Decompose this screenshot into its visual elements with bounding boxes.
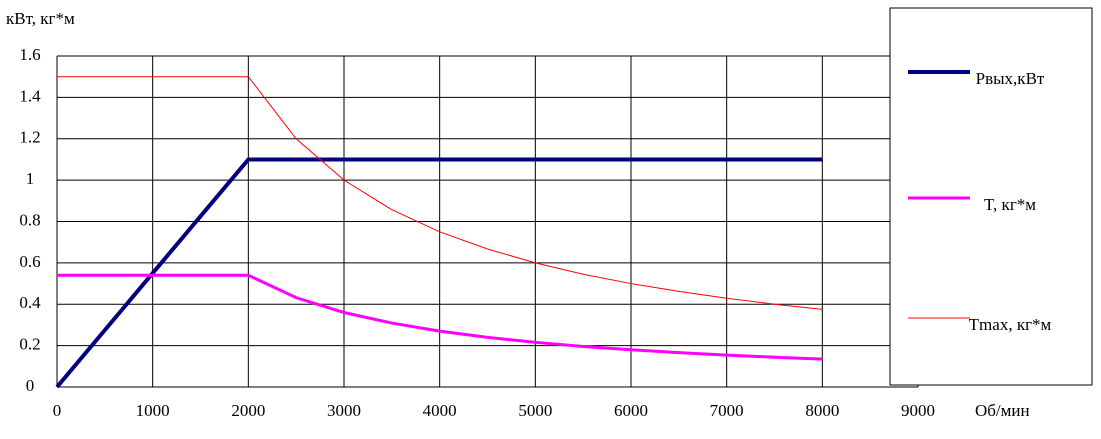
x-tick-label: 7000: [710, 401, 744, 420]
legend-label: T, кг*м: [984, 195, 1036, 214]
y-axis-label: кВт, кг*м: [6, 9, 75, 28]
y-tick-label: 0: [26, 376, 35, 395]
x-tick-label: 1000: [136, 401, 170, 420]
x-tick-label: 5000: [518, 401, 552, 420]
series-line: [57, 76, 823, 310]
y-tick-label: 1.4: [19, 86, 41, 105]
legend-label: Tmax, кг*м: [969, 315, 1052, 334]
x-tick-label: 6000: [614, 401, 648, 420]
y-tick-label: 1: [26, 169, 35, 188]
y-tick-label: 0.8: [19, 210, 40, 229]
x-tick-label: 0: [53, 401, 62, 420]
x-tick-label: 8000: [805, 401, 839, 420]
y-tick-label: 0.2: [19, 335, 40, 354]
y-tick-label: 1.6: [19, 45, 40, 64]
x-tick-label: 3000: [327, 401, 361, 420]
series-line: [55, 157, 823, 389]
x-tick-label: 4000: [423, 401, 457, 420]
x-axis-label: Об/мин: [975, 401, 1030, 420]
x-tick-label: 9000: [901, 401, 935, 420]
series-line: [57, 273, 823, 361]
y-tick-label: 1.2: [19, 128, 40, 147]
y-tick-label: 0.4: [19, 293, 41, 312]
legend-label: Pвых,кВт: [976, 69, 1045, 88]
y-tick-label: 0.6: [19, 252, 40, 271]
x-tick-label: 2000: [231, 401, 265, 420]
